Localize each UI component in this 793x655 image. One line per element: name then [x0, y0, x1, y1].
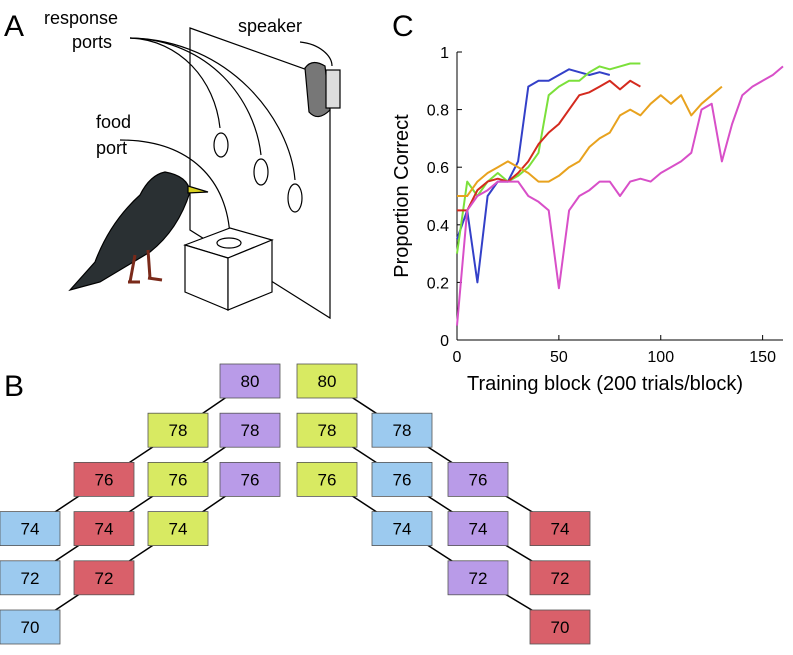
x-tick-label: 150 [749, 349, 776, 366]
y-tick-label: 0.6 [427, 160, 449, 177]
label: port [96, 138, 127, 158]
box-label: 80 [241, 372, 260, 391]
chart: 0 0.2 0.4 0.6 0.8 1 0 50 100 150 Training block (2… [391, 45, 784, 395]
stimulus-box [147, 412, 209, 448]
x-tick-label: 0 [453, 349, 462, 366]
box-label: 72 [551, 569, 570, 588]
food-box-front [227, 239, 273, 311]
x-axis-label: Training block (200 trials/block) [467, 373, 743, 395]
stimulus-box [371, 461, 433, 497]
box-label: 70 [21, 618, 40, 637]
illustration [68, 27, 341, 320]
stimulus-box [447, 511, 509, 547]
stimulus-box [147, 461, 209, 497]
box-label: 72 [469, 569, 488, 588]
label: food [96, 112, 131, 132]
label: response [44, 8, 118, 28]
box-label: 76 [241, 470, 260, 489]
box-label: 74 [21, 520, 40, 539]
arrow [129, 37, 262, 156]
panel-label: A [4, 10, 24, 43]
beak [187, 185, 209, 194]
y-tick-label: 0.8 [427, 103, 449, 120]
box-label: 72 [95, 569, 114, 588]
x-tick-label: 50 [550, 349, 568, 366]
box-label: 76 [95, 470, 114, 489]
stimulus-box [296, 461, 358, 497]
stimulus-box [529, 560, 591, 596]
box-label: 76 [469, 470, 488, 489]
port [213, 132, 229, 158]
stimulus-box [529, 511, 591, 547]
panel-label: C [392, 10, 414, 43]
box-label: 80 [318, 372, 337, 391]
stimulus-box [0, 511, 61, 547]
box-label: 78 [169, 421, 188, 440]
stimulus-box [371, 511, 433, 547]
stimulus-box [296, 363, 358, 399]
stimulus-box [447, 560, 509, 596]
port [253, 158, 269, 186]
food-hole [216, 237, 242, 249]
stimulus-box [73, 560, 135, 596]
bird [68, 171, 191, 292]
boxes: 70 72 74 72 74 76 74 76 78 76 78 80 80 78 76 78 76 74 76 74… [0, 363, 591, 645]
stimulus-box [529, 609, 591, 645]
y-tick-label: 1 [440, 45, 449, 62]
box-label: 74 [551, 520, 570, 539]
stimulus-box [219, 461, 281, 497]
stimulus-box [219, 363, 281, 399]
arrow [299, 41, 333, 67]
box-label: 74 [393, 520, 412, 539]
diagram: 70 72 74 72 74 76 74 76 78 76 78 80 80 78 76 78 76 74 76 74… [0, 363, 591, 645]
arrow [129, 37, 221, 129]
speaker-cone [304, 61, 331, 118]
series-line [456, 68, 611, 284]
speaker-body [325, 69, 341, 109]
arrow [119, 139, 231, 239]
box-label: 78 [318, 421, 337, 440]
series-line [456, 65, 784, 326]
box-label: 74 [469, 520, 488, 539]
label: speaker [238, 16, 302, 36]
box-label: 78 [393, 421, 412, 440]
panel-label: B [4, 370, 24, 403]
stimulus-box [219, 412, 281, 448]
y-tick-label: 0 [440, 333, 449, 350]
series-line [457, 79, 641, 212]
x-tick-label: 100 [647, 349, 674, 366]
legs [128, 249, 163, 284]
series-line [457, 85, 723, 197]
stimulus-box [0, 609, 61, 645]
label: ports [72, 32, 112, 52]
y-axis-label: Proportion Correct [391, 114, 413, 278]
box-label: 74 [95, 520, 114, 539]
box-label: 74 [169, 520, 188, 539]
stimulus-box [296, 412, 358, 448]
box-label: 70 [551, 618, 570, 637]
y-tick-label: 0.4 [427, 218, 449, 235]
port [287, 183, 303, 213]
box-label: 76 [393, 470, 412, 489]
box-label: 72 [21, 569, 40, 588]
box-label: 76 [318, 470, 337, 489]
stimulus-box [73, 511, 135, 547]
stimulus-box [147, 511, 209, 547]
stimulus-box [447, 461, 509, 497]
box-label: 78 [241, 421, 260, 440]
y-tick-label: 0.2 [427, 275, 449, 292]
stimulus-box [371, 412, 433, 448]
stimulus-box [73, 461, 135, 497]
stimulus-box [0, 560, 61, 596]
box-label: 76 [169, 470, 188, 489]
arrow [129, 37, 296, 181]
